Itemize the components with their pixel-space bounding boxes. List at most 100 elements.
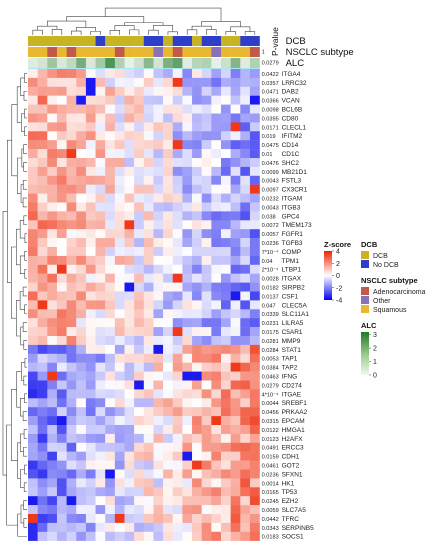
heatmap-cell	[105, 389, 116, 399]
heatmap-cell	[37, 433, 48, 443]
heatmap-cell	[95, 336, 106, 346]
heatmap-cell	[249, 496, 260, 506]
heatmap-cell	[240, 69, 251, 79]
heatmap-cell	[124, 318, 135, 328]
heatmap-cell	[201, 238, 212, 248]
row-pvalue: 0.0232	[262, 197, 279, 203]
heatmap-cell	[66, 131, 77, 141]
heatmap-cell	[240, 353, 251, 363]
heatmap-cell	[230, 211, 241, 221]
row-pvalue: 0.0053	[262, 357, 279, 363]
heatmap-cell	[47, 505, 58, 515]
heatmap-cell	[249, 282, 260, 292]
heatmap-cell	[28, 238, 38, 248]
heatmap-cell	[37, 469, 48, 479]
heatmap-cell	[230, 247, 241, 257]
heatmap-cell	[143, 211, 154, 221]
row-gene-label: SIRPB2	[282, 285, 306, 292]
heatmap-cell	[172, 77, 183, 87]
heatmap-cell	[211, 140, 222, 150]
heatmap-cell	[221, 496, 231, 506]
heatmap-cell	[66, 193, 77, 203]
heatmap-cell	[124, 442, 135, 452]
heatmap-cell	[192, 229, 202, 239]
heatmap-cell	[66, 522, 77, 532]
heatmap-cell	[37, 451, 48, 461]
heatmap-cell	[163, 433, 173, 443]
dcb-cell	[221, 36, 231, 46]
heatmap-cell	[153, 95, 164, 105]
subtype-cell	[240, 47, 251, 57]
row-dendrogram-branch	[24, 233, 27, 243]
heatmap-cell	[249, 95, 260, 105]
row-gene-label: EPCAM	[282, 418, 305, 425]
heatmap-cell	[192, 273, 202, 283]
heatmap-cell	[37, 131, 48, 141]
heatmap-cell	[153, 389, 164, 399]
heatmap-cell	[105, 487, 116, 497]
row-gene-label: COMP	[282, 249, 302, 256]
heatmap-cell	[114, 149, 125, 159]
heatmap-cell	[76, 273, 87, 283]
heatmap-cell	[143, 531, 154, 541]
heatmap-cell	[192, 282, 202, 292]
heatmap-cell	[95, 166, 106, 176]
heatmap-cell	[66, 247, 77, 257]
heatmap-cell	[172, 309, 183, 319]
heatmap-cell	[134, 211, 144, 221]
heatmap-cell	[230, 158, 241, 168]
heatmap-cell	[221, 113, 231, 123]
heatmap-cell	[192, 104, 202, 114]
subtype-cell	[221, 47, 231, 57]
heatmap-cell	[221, 380, 231, 390]
heatmap-cell	[163, 469, 173, 479]
heatmap-cell	[66, 158, 77, 168]
row-dendrogram-branch	[16, 228, 21, 266]
heatmap-cell	[143, 344, 154, 354]
heatmap-cell	[221, 309, 231, 319]
heatmap-cell	[172, 531, 183, 541]
heatmap-cell	[124, 158, 135, 168]
heatmap-cell	[153, 273, 164, 283]
heatmap-cell	[163, 531, 173, 541]
heatmap-cell	[85, 496, 96, 506]
heatmap-cell	[249, 158, 260, 168]
heatmap-cell	[76, 344, 87, 354]
heatmap-cell	[221, 202, 231, 212]
column-dendrogram-branch	[153, 25, 174, 32]
heatmap-cell	[85, 487, 96, 497]
heatmap-cell	[85, 425, 96, 435]
heatmap-cell	[28, 184, 38, 194]
heatmap-cell	[172, 95, 183, 105]
heatmap-cell	[66, 380, 77, 390]
heatmap-cell	[211, 505, 222, 515]
column-dendrogram-branch	[75, 27, 96, 32]
heatmap-cell	[95, 238, 106, 248]
heatmap-cell	[163, 398, 173, 408]
heatmap-cell	[201, 131, 212, 141]
heatmap-cell	[249, 166, 260, 176]
heatmap-cell	[47, 344, 58, 354]
heatmap-cell	[143, 371, 154, 381]
heatmap-cell	[85, 95, 96, 105]
heatmap-cell	[37, 460, 48, 470]
heatmap-cell	[134, 522, 144, 532]
heatmap-cell	[201, 184, 212, 194]
heatmap-cell	[192, 158, 202, 168]
heatmap-cell	[143, 353, 154, 363]
heatmap-cell	[230, 300, 241, 310]
dcb-cell	[182, 36, 193, 46]
heatmap-cell	[172, 469, 183, 479]
heatmap-cell	[240, 149, 251, 159]
row-dendrogram-branch	[22, 411, 27, 421]
heatmap-cell	[230, 95, 241, 105]
heatmap-cell	[163, 496, 173, 506]
heatmap-cell	[28, 104, 38, 114]
heatmap-cell	[76, 95, 87, 105]
heatmap-cell	[56, 425, 67, 435]
heatmap-cell	[240, 77, 251, 87]
heatmap-cell	[28, 451, 38, 461]
alc-cell	[76, 58, 87, 68]
heatmap-cell	[134, 416, 144, 426]
heatmap-cell	[192, 336, 202, 346]
